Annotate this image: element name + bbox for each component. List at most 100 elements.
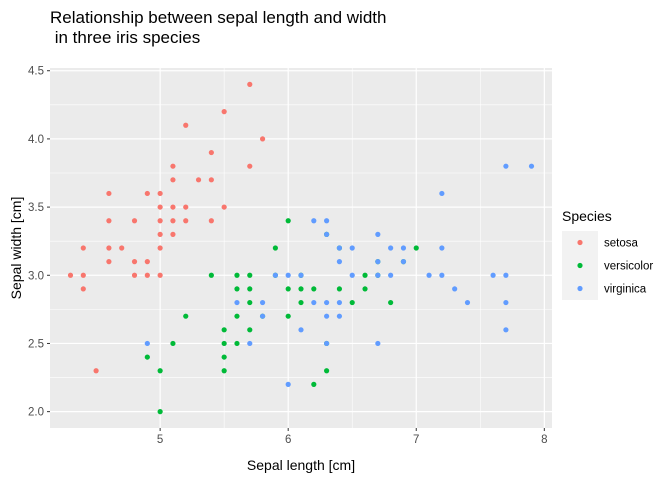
virginica-point [490, 272, 496, 278]
minor-gridlines [50, 68, 552, 428]
versicolor-point [336, 286, 343, 292]
setosa-point [80, 286, 86, 292]
y-tick-label: 3.5 [28, 202, 44, 214]
versicolor-point [388, 299, 394, 306]
setosa-point [106, 190, 112, 197]
virginica-point [298, 327, 304, 333]
versicolor-point [298, 299, 304, 306]
setosa-point [131, 259, 138, 265]
setosa-point [170, 163, 176, 169]
setosa-point [247, 163, 253, 169]
x-tick-label: 6 [285, 434, 291, 446]
virginica-point [324, 218, 330, 224]
setosa-point [144, 259, 150, 265]
virginica-point [311, 218, 317, 224]
x-tick-label: 7 [413, 434, 419, 446]
setosa-point [221, 204, 227, 210]
setosa-point [144, 272, 150, 278]
x-tick-label: 8 [541, 434, 547, 446]
setosa-point [157, 272, 163, 278]
legend: setosa versicolor virginica [562, 231, 653, 300]
virginica-point [247, 340, 253, 347]
versicolor-point [311, 286, 317, 292]
virginica-point [503, 327, 509, 333]
versicolor-point [221, 368, 227, 374]
versicolor-point [247, 286, 253, 292]
y-tick-label: 3.0 [28, 270, 44, 282]
setosa-point [183, 122, 189, 128]
versicolor-point [362, 272, 368, 278]
virginica-point [503, 272, 509, 278]
setosa-point [208, 149, 214, 156]
setosa-point [208, 177, 214, 183]
virginica-point [388, 272, 394, 278]
setosa-point [119, 245, 125, 251]
versicolor-point [247, 272, 253, 278]
versicolor-point [170, 340, 176, 347]
chart-title-line-1: Relationship between sepal length and wi… [50, 8, 386, 27]
versicolor-point [272, 245, 278, 251]
legend-dot-versicolor [577, 262, 583, 269]
virginica-point [375, 259, 381, 265]
setosa-point [106, 259, 112, 265]
y-tick-label: 4.5 [28, 66, 44, 78]
versicolor-point [221, 354, 227, 360]
setosa-point [157, 231, 163, 237]
legend-label-setosa: setosa [604, 238, 638, 250]
setosa-point [131, 272, 138, 278]
versicolor-point [157, 409, 163, 415]
versicolor-point [234, 340, 240, 347]
virginica-point [336, 313, 343, 319]
virginica-point [426, 272, 432, 278]
versicolor-point [247, 299, 253, 306]
versicolor-point [221, 340, 227, 347]
virginica-point [259, 299, 266, 306]
setosa-point [170, 231, 176, 237]
versicolor-point [349, 299, 355, 306]
legend-label-versicolor: versicolor [604, 261, 653, 273]
y-axis-title: Sepal width [cm] [8, 197, 24, 300]
virginica-point [324, 313, 330, 319]
virginica-point [400, 259, 407, 265]
virginica-point [464, 299, 471, 306]
virginica-point [285, 381, 291, 387]
virginica-point [336, 245, 343, 251]
versicolor-point [144, 354, 150, 360]
versicolor-point [285, 313, 291, 319]
versicolor-point [234, 286, 240, 292]
versicolor-point [324, 368, 330, 374]
virginica-point [311, 299, 317, 306]
virginica-point [144, 340, 150, 347]
virginica-point [452, 286, 458, 292]
virginica-point [324, 231, 330, 237]
data-points [67, 81, 535, 415]
virginica-point [528, 163, 535, 169]
setosa-point [183, 218, 189, 224]
virginica-point [285, 272, 291, 278]
x-tick-label: 5 [157, 434, 163, 446]
y-axis: 2.0 2.5 3.0 3.5 4.0 4.5 [28, 66, 50, 419]
setosa-point [170, 218, 176, 224]
virginica-point [375, 340, 381, 347]
setosa-point [195, 177, 202, 183]
setosa-point [131, 218, 138, 224]
virginica-point [234, 299, 240, 306]
setosa-point [93, 368, 99, 374]
setosa-point [221, 109, 227, 115]
legend-label-virginica: virginica [604, 284, 647, 296]
versicolor-point [285, 218, 291, 224]
setosa-point [157, 190, 163, 197]
setosa-point [157, 204, 163, 210]
setosa-point [80, 245, 86, 251]
versicolor-point [298, 286, 304, 292]
setosa-point [80, 272, 86, 278]
versicolor-point [157, 368, 163, 374]
versicolor-point [234, 272, 240, 278]
x-axis: 5 6 7 8 [157, 428, 548, 446]
legend-dot-virginica [577, 285, 583, 292]
setosa-point [144, 190, 150, 197]
setosa-point [208, 218, 214, 224]
virginica-point [503, 299, 509, 306]
setosa-point [157, 245, 163, 251]
virginica-point [298, 272, 304, 278]
